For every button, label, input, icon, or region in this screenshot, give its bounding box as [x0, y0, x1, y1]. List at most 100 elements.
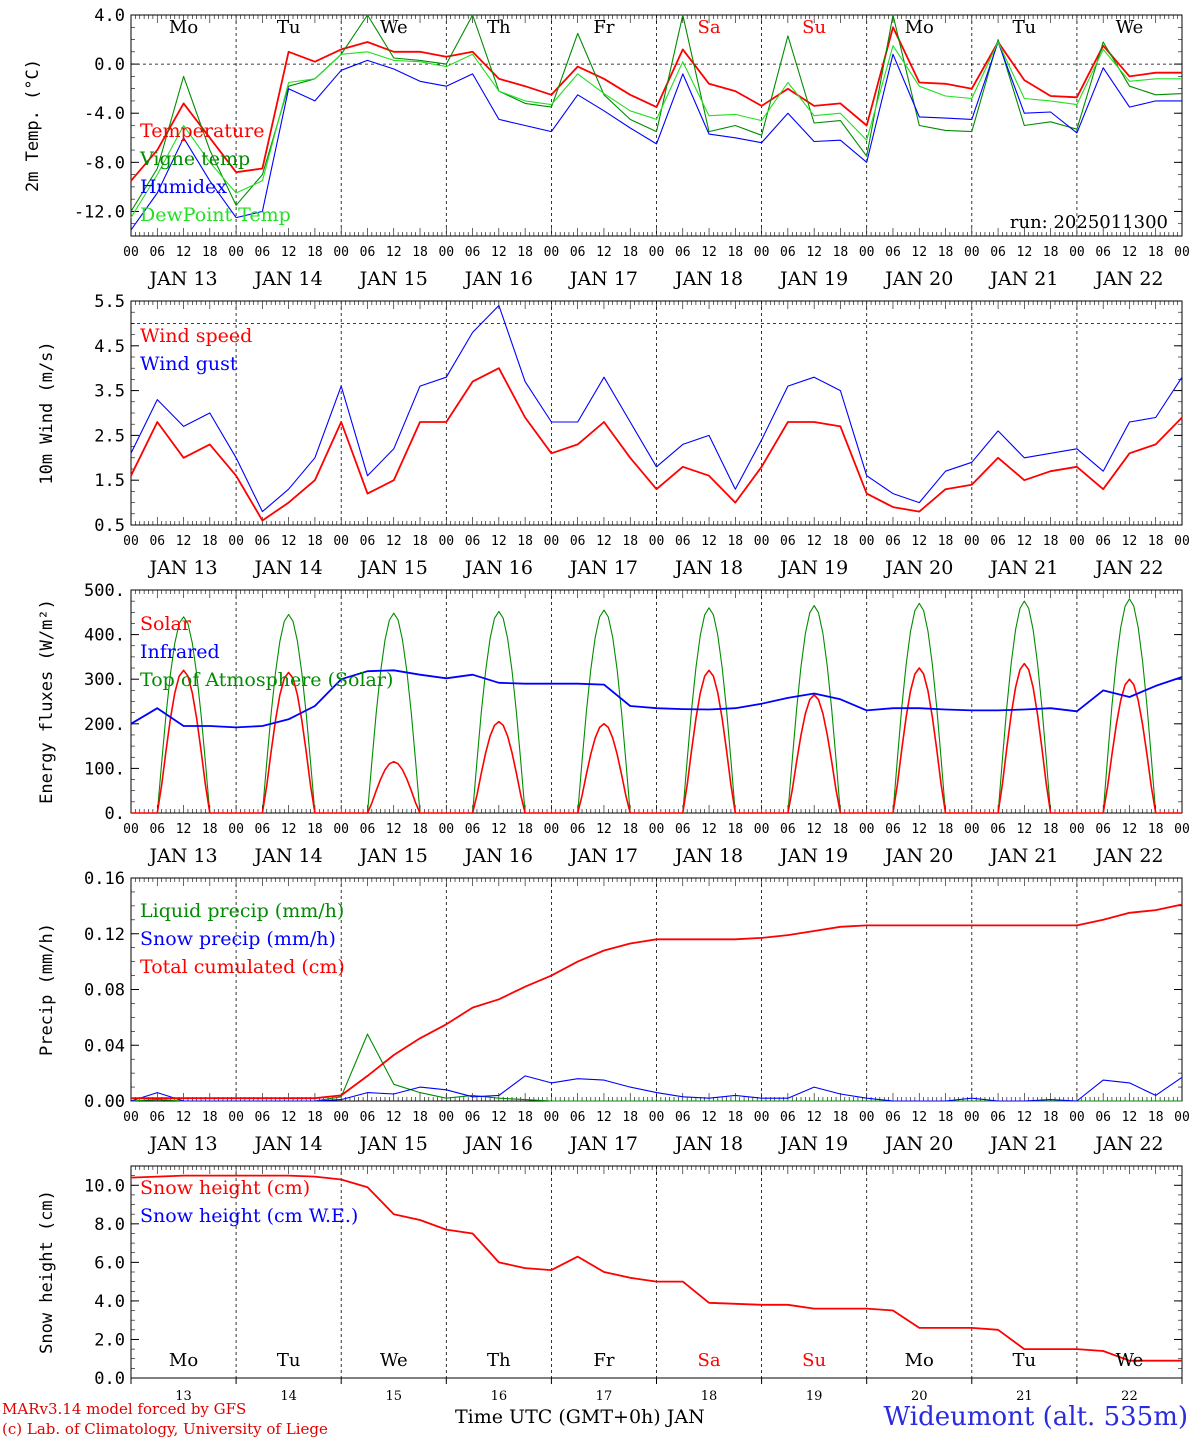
- x-hour-label: 06: [780, 822, 796, 837]
- x-hour-label: 18: [727, 245, 743, 260]
- x-hour-label: 12: [491, 1110, 507, 1125]
- x-hour-label: 06: [149, 822, 165, 837]
- x-date-label: JAN 16: [463, 557, 533, 579]
- x-date-label: JAN 13: [147, 268, 217, 290]
- x-hour-label: 00: [438, 245, 454, 260]
- x-hour-label: 06: [570, 822, 586, 837]
- x-date-label: JAN 18: [673, 557, 743, 579]
- x-hour-label: 06: [675, 245, 691, 260]
- x-hour-label: 12: [806, 822, 822, 837]
- x-hour-label: 18: [938, 245, 954, 260]
- x-date-label: JAN 16: [463, 1133, 533, 1155]
- x-hour-label: 12: [806, 534, 822, 549]
- day-of-week-label: Tu: [1013, 1350, 1037, 1371]
- credit-line-1: MARv3.14 model forced by GFS: [2, 1400, 247, 1418]
- legend-entry: Snow height (cm W.E.): [140, 1205, 358, 1227]
- series-line-1: [130, 304, 1183, 513]
- x-date-label: JAN 20: [883, 1133, 953, 1155]
- x-date-label: JAN 22: [1093, 1133, 1163, 1155]
- x-hour-label: 06: [255, 1110, 271, 1125]
- y-axis-title: 2m Temp. (°C): [23, 59, 43, 192]
- x-hour-label: 18: [307, 822, 323, 837]
- x-hour-label: 06: [780, 245, 796, 260]
- x-hour-label: 06: [360, 534, 376, 549]
- x-hour-label: 00: [649, 1110, 665, 1125]
- y-axis-title: Precip (mm/h): [37, 923, 57, 1056]
- x-date-label: JAN 22: [1093, 268, 1163, 290]
- x-hour-label: 06: [465, 534, 481, 549]
- x-hour-label: 06: [990, 534, 1006, 549]
- x-hour-label: 18: [412, 245, 428, 260]
- day-of-week-label: We: [1116, 1350, 1144, 1371]
- series-line-2: [131, 903, 1183, 1100]
- x-date-label: JAN 22: [1093, 845, 1163, 867]
- x-hour-label: 18: [202, 534, 218, 549]
- day-number-label: 16: [491, 1389, 508, 1404]
- x-hour-label: 18: [833, 245, 849, 260]
- x-hour-label: 00: [438, 534, 454, 549]
- x-hour-label: 00: [859, 534, 875, 549]
- x-hour-label: 06: [255, 245, 271, 260]
- x-hour-label: 18: [202, 1110, 218, 1125]
- x-hour-label: 00: [754, 1110, 770, 1125]
- y-tick-label: 0.12: [84, 925, 125, 945]
- y-tick-label: -8.0: [84, 153, 125, 173]
- x-hour-label: 06: [255, 534, 271, 549]
- day-number-label: 22: [1121, 1389, 1138, 1404]
- x-hour-label: 18: [1148, 822, 1164, 837]
- x-hour-label: 06: [990, 245, 1006, 260]
- x-date-label: JAN 13: [147, 1133, 217, 1155]
- x-hour-label: 00: [649, 245, 665, 260]
- x-hour-label: 12: [911, 534, 927, 549]
- day-of-week-label: Mo: [169, 17, 198, 38]
- y-tick-label: -12.0: [74, 202, 125, 222]
- x-hour-label: 00: [1174, 1110, 1190, 1125]
- x-hour-label: 06: [675, 534, 691, 549]
- legend-entry: Infrared: [140, 641, 220, 663]
- x-date-label: JAN 19: [778, 845, 848, 867]
- y-tick-label: 0.04: [84, 1036, 125, 1056]
- chart-panel-1: 4.0 0.0 -4.0 -8.0 -12.0 2m Temp. (°C) 00 06 12 18…: [23, 6, 1190, 290]
- series-line-3: [130, 41, 1182, 218]
- day-of-week-label: Fr: [593, 17, 614, 38]
- y-tick-label: 200.: [84, 715, 125, 735]
- x-hour-label: 00: [333, 245, 349, 260]
- y-tick-label: 500.: [84, 581, 125, 601]
- plot-frame: [130, 589, 1183, 814]
- x-hour-label: 18: [517, 245, 533, 260]
- x-hour-label: 18: [412, 822, 428, 837]
- x-hour-label: 00: [964, 1110, 980, 1125]
- x-date-label: JAN 15: [358, 557, 428, 579]
- x-hour-label: 06: [149, 245, 165, 260]
- y-axis-title: 10m Wind (m/s): [37, 341, 57, 484]
- day-of-week-label: Su: [802, 1350, 826, 1371]
- day-of-week-label: Fr: [593, 1350, 614, 1371]
- x-hour-label: 00: [438, 1110, 454, 1125]
- x-hour-label: 00: [754, 534, 770, 549]
- x-hour-label: 18: [1043, 822, 1059, 837]
- x-hour-label: 06: [780, 534, 796, 549]
- y-tick-label: 0.: [105, 804, 125, 824]
- day-number-label: 17: [596, 1389, 613, 1404]
- x-axis-title: Time UTC (GMT+0h) JAN: [455, 1406, 705, 1428]
- x-date-label: JAN 22: [1093, 557, 1163, 579]
- x-hour-label: 06: [149, 1110, 165, 1125]
- series-line-1: [130, 14, 1183, 212]
- chart-panel-2: 5.5 4.5 3.5 2.5 1.5 0.5 10m Wind (m/s) 00 06 12 18…: [37, 292, 1190, 579]
- x-hour-label: 12: [386, 1110, 402, 1125]
- x-hour-label: 18: [622, 534, 638, 549]
- x-hour-label: 18: [307, 1110, 323, 1125]
- x-hour-label: 00: [649, 534, 665, 549]
- x-hour-label: 00: [544, 1110, 560, 1125]
- x-hour-label: 00: [333, 1110, 349, 1125]
- x-hour-label: 00: [544, 245, 560, 260]
- x-hour-label: 18: [1043, 245, 1059, 260]
- x-date-label: JAN 17: [568, 1133, 638, 1155]
- x-hour-label: 00: [333, 822, 349, 837]
- x-hour-label: 18: [202, 245, 218, 260]
- legend-entry: Solar: [140, 613, 192, 635]
- legend-entry: Total cumulated (cm): [140, 956, 345, 978]
- day-number-label: 18: [701, 1389, 718, 1404]
- x-hour-label: 18: [412, 534, 428, 549]
- x-hour-label: 12: [491, 245, 507, 260]
